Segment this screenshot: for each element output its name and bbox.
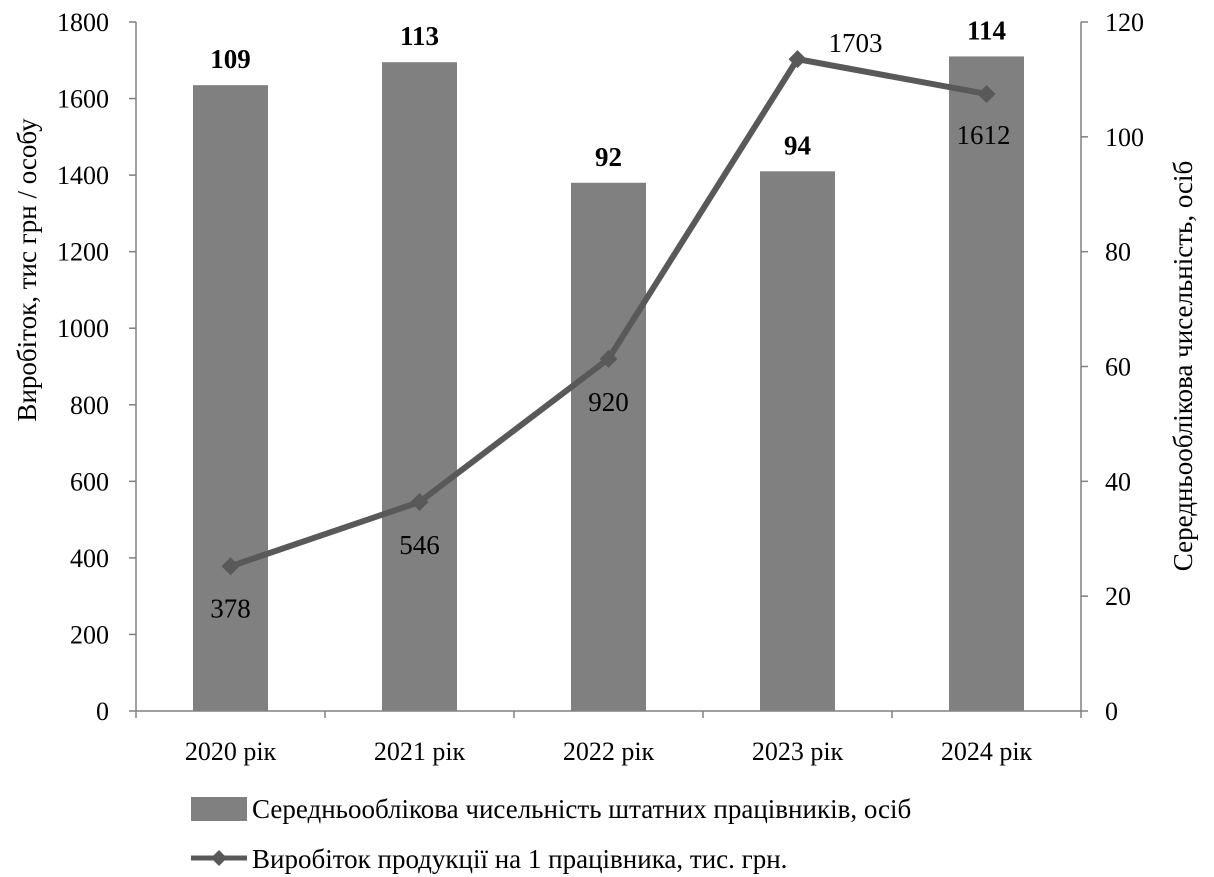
y-tick-label-left-9: 1800 xyxy=(57,8,109,37)
bar-1 xyxy=(382,62,457,712)
y-axis-title-right: Середньооблікова чисельність, осіб xyxy=(1168,161,1198,571)
line-layer xyxy=(221,50,996,576)
bar-label-2: 92 xyxy=(595,142,622,172)
x-tick-label-4: 2024 рік xyxy=(941,737,1033,766)
line-label-4: 1612 xyxy=(957,120,1011,150)
y-tick-label-right-5: 100 xyxy=(1105,123,1144,152)
line-point-3 xyxy=(788,50,807,69)
bar-label-3: 94 xyxy=(784,130,811,160)
y-axis-title-left: Виробіток, тис грн / особу xyxy=(12,118,42,422)
legend-swatch-marker xyxy=(211,850,227,866)
legend: Середньооблікова чисельність штатних пра… xyxy=(191,794,911,874)
legend-item-line: Виробіток продукції на 1 працівника, тис… xyxy=(191,844,787,874)
bar-2 xyxy=(571,182,646,711)
ticks-layer: 0 200 400 600 800 1000 1200 1400 1600 1800 0 20 40 60… xyxy=(57,8,1144,766)
legend-item-bars: Середньооблікова чисельність штатних пра… xyxy=(191,794,911,824)
bar-0 xyxy=(193,85,268,712)
y-tick-label-left-6: 1200 xyxy=(57,238,109,267)
y-tick-label-left-0: 0 xyxy=(96,697,109,726)
y-tick-label-left-5: 1000 xyxy=(57,314,109,343)
line-label-3: 1703 xyxy=(829,28,883,58)
y-tick-label-left-8: 1600 xyxy=(57,85,109,114)
y-tick-label-left-1: 200 xyxy=(70,620,109,649)
line-point-2 xyxy=(599,349,618,368)
x-tick-label-0: 2020 рік xyxy=(185,737,277,766)
y-tick-label-right-2: 40 xyxy=(1105,467,1131,496)
labels-layer: 109 113 92 94 114 378 546 920 1703 1612 xyxy=(210,15,1010,623)
bar-4 xyxy=(949,56,1024,711)
line-label-0: 378 xyxy=(210,593,251,623)
y-tick-label-right-6: 120 xyxy=(1105,8,1144,37)
bar-label-1: 113 xyxy=(400,21,439,51)
y-tick-label-right-1: 20 xyxy=(1105,582,1131,611)
line-point-0 xyxy=(221,557,240,576)
legend-label-line: Виробіток продукції на 1 працівника, тис… xyxy=(252,844,787,874)
bar-label-4: 114 xyxy=(967,15,1006,45)
legend-label-bars: Середньооблікова чисельність штатних пра… xyxy=(252,794,911,824)
line-label-1: 546 xyxy=(399,530,440,560)
y-tick-label-left-3: 600 xyxy=(70,467,109,496)
line-label-2: 920 xyxy=(588,387,629,417)
bars-layer xyxy=(193,56,1024,712)
y-tick-label-left-7: 1400 xyxy=(57,161,109,190)
y-tick-label-right-4: 80 xyxy=(1105,238,1131,267)
y-tick-label-right-3: 60 xyxy=(1105,353,1131,382)
y-tick-label-left-4: 800 xyxy=(70,391,109,420)
line-point-4 xyxy=(977,84,996,103)
line-point-1 xyxy=(410,493,429,512)
y-tick-label-left-2: 400 xyxy=(70,544,109,573)
x-tick-label-2: 2022 рік xyxy=(563,737,655,766)
x-tick-label-1: 2021 рік xyxy=(374,737,466,766)
bar-3 xyxy=(760,171,835,712)
bar-label-0: 109 xyxy=(210,44,251,74)
y-tick-label-right-0: 0 xyxy=(1105,697,1118,726)
legend-swatch-bars xyxy=(191,797,247,821)
x-tick-label-3: 2023 рік xyxy=(752,737,844,766)
